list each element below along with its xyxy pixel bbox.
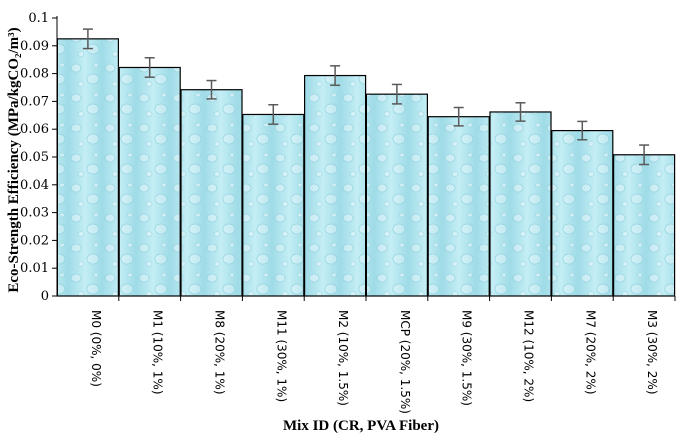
error-bars-group xyxy=(82,28,650,166)
y-tick-label: 0.06 xyxy=(20,122,49,137)
bar xyxy=(304,74,367,297)
y-tick-label: 0.03 xyxy=(20,206,49,221)
y-tick-label: 0 xyxy=(41,289,49,304)
x-category-label: M8 (20%, 1%) xyxy=(213,310,227,395)
x-category-label: M7 (20%, 2%) xyxy=(583,310,597,395)
bar xyxy=(242,113,305,297)
x-category-label: MCP (20%, 1.5%) xyxy=(398,310,412,414)
x-category-label: M2 (10%, 1.5%) xyxy=(336,310,350,406)
y-tick-label: 0.08 xyxy=(20,67,49,82)
bar xyxy=(489,111,552,297)
y-tick-label: 0.01 xyxy=(20,261,49,276)
y-tick-label: 0.05 xyxy=(20,150,49,165)
x-category-label: M1 (10%, 1%) xyxy=(151,310,165,395)
bar xyxy=(551,129,614,297)
bar xyxy=(118,66,181,297)
x-axis-categories: M0 (0%, 0%) M1 (10%, 1%) M8 (20%, 1%) M11 (… xyxy=(89,296,676,414)
y-tick-label: 0.04 xyxy=(20,178,49,193)
x-axis-title: Mix ID (CR, PVA Fiber) xyxy=(283,418,439,434)
y-tick-label: 0.07 xyxy=(20,94,49,109)
y-tick-label: 0.02 xyxy=(20,233,49,248)
y-tick-label: 0.1 xyxy=(28,11,49,26)
y-axis-ticks: 0 0.01 0.02 0.03 0.04 0.05 0.06 0.07 0.08 0.09 0.1 xyxy=(20,11,57,304)
x-category-label: M0 (0%, 0%) xyxy=(89,310,103,387)
bar xyxy=(365,93,428,297)
x-category-label: M12 (10%, 2%) xyxy=(522,310,536,402)
bar xyxy=(612,154,676,297)
y-axis-title: Eco-Strength Efficiency (MPa/kgCO₂/m³) xyxy=(6,27,22,292)
x-category-label: M11 (30%, 1%) xyxy=(274,310,288,402)
x-category-label: M3 (30%, 2%) xyxy=(645,310,659,395)
bar xyxy=(427,116,490,297)
bar xyxy=(180,89,243,297)
x-category-label: M9 (30%, 1.5%) xyxy=(460,310,474,406)
y-tick-label: 0.09 xyxy=(20,39,49,54)
bar xyxy=(56,38,120,297)
